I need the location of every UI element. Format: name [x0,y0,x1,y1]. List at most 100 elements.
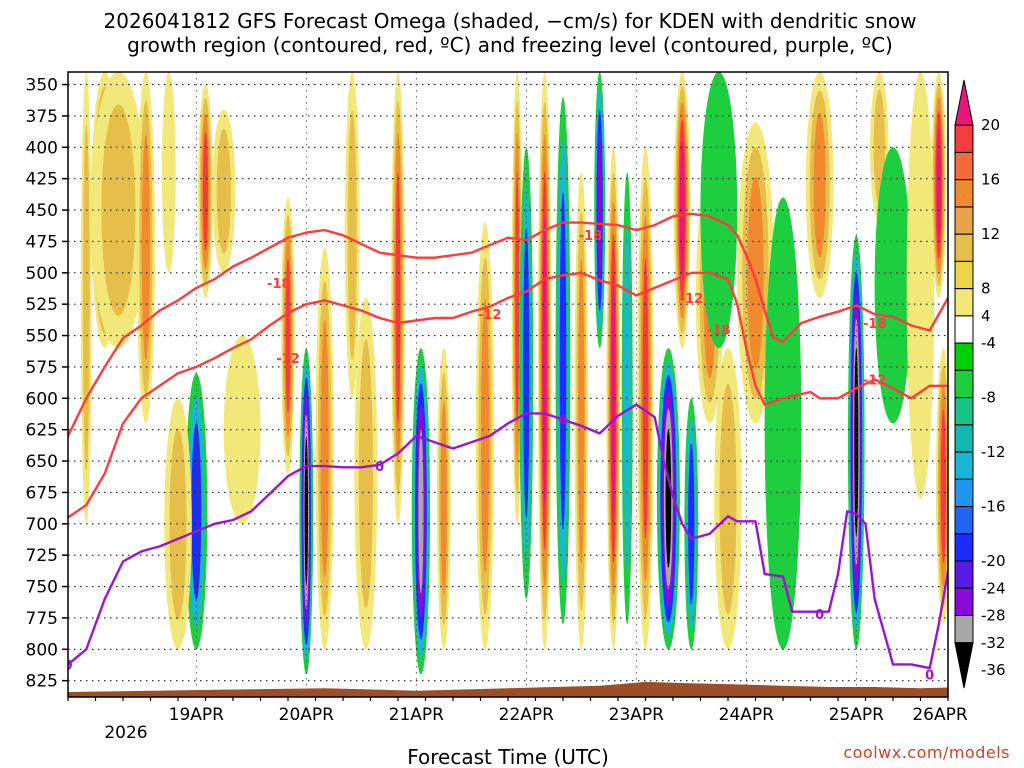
y-tick-label: 700 [26,515,58,535]
y-tick-label: 675 [26,483,58,503]
x-tick-label: 22APR [499,705,555,725]
gridlines [68,72,948,697]
colorbar-swatch [954,424,974,453]
colorbar-label: 16 [981,171,1000,189]
y-tick-label: 825 [26,672,58,692]
omega-cell [542,215,547,506]
colorbar-label: 12 [981,225,1000,243]
y-tick-label: 800 [26,640,58,660]
terrain-surface [68,681,948,697]
colorbar-swatch [954,615,974,644]
credit-label: coolwx.com/models [843,743,1010,762]
terrain-layer [68,681,948,697]
colorbar-label: -36 [981,661,1006,679]
contour-label: 0 [375,460,384,475]
x-tick-label: 26APR [912,705,968,725]
omega-cell [597,132,602,288]
x-tick-label: 20APR [279,705,335,725]
y-tick-label: 350 [26,76,58,96]
x-tick-label: 24APR [719,705,775,725]
colorbar-label: -12 [981,443,1006,461]
y-tick-label: 525 [26,295,58,315]
omega-cell [347,110,357,361]
colorbar-label: -20 [981,552,1006,570]
plot-area: -18 -18 -18 -18 -12 -12 -12 -12 0 0 0 0 0 [63,72,948,697]
contour-line [68,271,948,519]
y-tick-label: 375 [26,107,58,127]
omega-cell [688,443,695,605]
y-tick-label: 775 [26,609,58,629]
omega-cell [936,128,941,242]
contour-label: -12 [276,352,300,367]
omega-cell [418,429,424,594]
omega-cell [578,258,585,564]
colorbar-label: 20 [981,116,1000,134]
contour-lines: -18 -18 -18 -18 -12 -12 -12 -12 0 0 0 0 0 [63,212,948,683]
y-tick-label: 650 [26,452,58,472]
omega-cell [169,427,187,620]
colorbar-swatch [954,152,974,181]
omega-cell [813,112,826,258]
colorbar-swatch [954,288,974,317]
colorbar-label: 4 [981,307,991,325]
title-line-2: growth region (contoured, red, ºC) and f… [127,33,893,57]
y-tick-label: 750 [26,578,58,598]
colorbar-swatch [954,506,974,535]
omega-cell [700,72,738,349]
x-tick-label: 25APR [829,705,885,725]
omega-cell [679,140,685,280]
y-tick-label: 625 [26,421,58,441]
colorbar-label: -32 [981,634,1006,652]
omega-cell [481,299,490,573]
colorbar-label: -4 [981,334,996,352]
contour-label: 0 [815,608,824,623]
y-tick-label: 600 [26,389,58,409]
omega-cell [161,72,176,273]
contour-label: -12 [478,308,502,323]
contour-label: 0 [63,658,72,673]
x-axis-label: Forecast Time (UTC) [407,745,609,768]
colorbar-label: -24 [981,579,1006,597]
y-axis: 350 375 400 425 450 475 500 525 550 575 600 625 650 6… [26,76,68,692]
colorbar-swatch [954,315,974,344]
y-tick-label: 725 [26,546,58,566]
colorbar-swatch [954,179,974,208]
omega-cell [285,258,291,413]
colorbar-swatch [954,642,974,689]
y-tick-label: 475 [26,232,58,252]
colorbar-swatch [954,478,974,507]
omega-cell [395,171,401,425]
colorbar-swatch [954,124,974,153]
contour-line [68,403,948,670]
colorbar-swatch [954,587,974,616]
y-tick-label: 575 [26,358,58,378]
colorbar-label: -16 [981,498,1006,516]
colorbar: 20 16 12 8 4 -4 -8 -12 -16 -20 -24 -28 -32 -36 [954,79,1006,689]
omega-cell [642,257,649,539]
y-tick-label: 550 [26,327,58,347]
contour-label: -18 [707,323,731,338]
x-tick-label: 23APR [609,705,665,725]
colorbar-label: -8 [981,389,996,407]
omega-cell [747,176,764,370]
omega-cell [764,197,802,650]
x-tick-label: 19APR [169,705,225,725]
colorbar-swatch [954,233,974,262]
omega-cell [82,124,90,471]
colorbar-label: -28 [981,607,1006,625]
colorbar-label: 8 [981,280,991,298]
colorbar-swatch [954,206,974,235]
colorbar-swatch [954,397,974,426]
y-tick-label: 450 [26,201,58,221]
omega-cell [141,135,150,361]
x-axis: 19APR 20APR 21APR 22APR 23APR 24APR 25APR 26APR [67,697,968,725]
colorbar-swatch [954,560,974,589]
chart-title: 2026041812 GFS Forecast Omega (shaded, −… [104,9,917,57]
y-tick-label: 425 [26,170,58,190]
contour-label: -12 [680,292,704,307]
contour-label: 0 [558,414,567,429]
contour-label: -12 [863,374,887,389]
y-tick-label: 400 [26,138,58,158]
colorbar-swatch [954,260,974,290]
